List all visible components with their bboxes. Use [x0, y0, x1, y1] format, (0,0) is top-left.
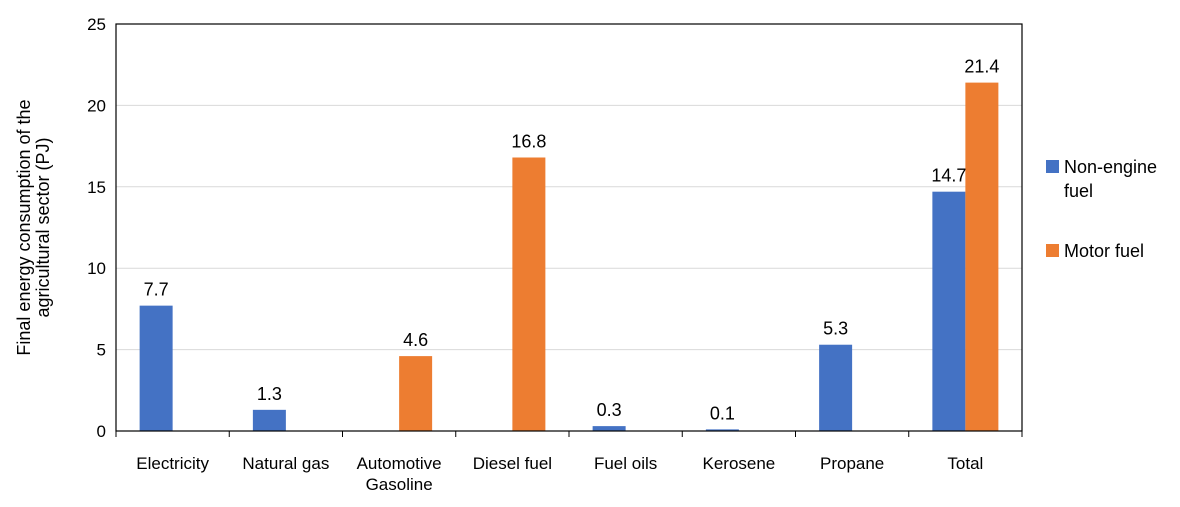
data-label: 14.7 [931, 166, 966, 186]
y-tick-label: 5 [97, 341, 106, 360]
bar-non-engine-fuel [139, 305, 173, 431]
y-tick-label: 20 [87, 96, 106, 115]
x-category-label: Kerosene [702, 454, 775, 473]
data-label: 4.6 [403, 330, 428, 350]
legend-swatch-non-engine-fuel [1046, 160, 1059, 173]
x-category-label: Propane [820, 454, 884, 473]
x-category-label: Automotive [357, 454, 442, 473]
bar-motor-fuel [965, 82, 999, 431]
data-label: 16.8 [511, 131, 546, 151]
legend-label: Motor fuel [1064, 241, 1144, 261]
plot-frame [115, 23, 1023, 432]
axes: 0 5 10 15 20 25 Electricity Natural gas Automoti… [14, 15, 1023, 494]
bar-non-engine-fuel [932, 191, 966, 431]
legend-swatch-motor-fuel [1046, 244, 1059, 257]
data-label: 7.7 [144, 280, 169, 300]
data-label: 5.3 [823, 319, 848, 339]
data-label: 21.4 [964, 57, 999, 77]
bar-non-engine-fuel [252, 409, 286, 431]
bars [139, 82, 999, 431]
bar-motor-fuel [399, 356, 433, 431]
bar-non-engine-fuel [705, 429, 739, 431]
y-axis-title-line: Final energy consumption of the [14, 99, 34, 355]
y-tick-label: 10 [87, 259, 106, 278]
x-category-label: Diesel fuel [473, 454, 552, 473]
data-label: 1.3 [257, 384, 282, 404]
gridlines [116, 104, 1022, 351]
y-axis-title-line: agricultural sector (PJ) [33, 137, 53, 317]
y-tick-label: 25 [87, 15, 106, 34]
y-tick-label: 15 [87, 178, 106, 197]
x-category-label: Total [947, 454, 983, 473]
x-category-label: Electricity [136, 454, 209, 473]
bar-non-engine-fuel [819, 344, 853, 431]
x-category-label: Natural gas [242, 454, 329, 473]
x-category-label: Gasoline [366, 475, 433, 494]
bar-motor-fuel [512, 157, 546, 431]
bar-non-engine-fuel [592, 426, 626, 431]
data-labels: 7.7 1.3 4.6 16.8 0.3 0.1 5.3 14.7 21.4 [144, 57, 1000, 424]
x-category-label: Fuel oils [594, 454, 657, 473]
legend: Non-engine fuel Motor fuel [1046, 157, 1157, 261]
data-label: 0.3 [597, 400, 622, 420]
data-label: 0.1 [710, 403, 735, 423]
y-tick-label: 0 [97, 422, 106, 441]
legend-label: fuel [1064, 181, 1093, 201]
legend-label: Non-engine [1064, 157, 1157, 177]
